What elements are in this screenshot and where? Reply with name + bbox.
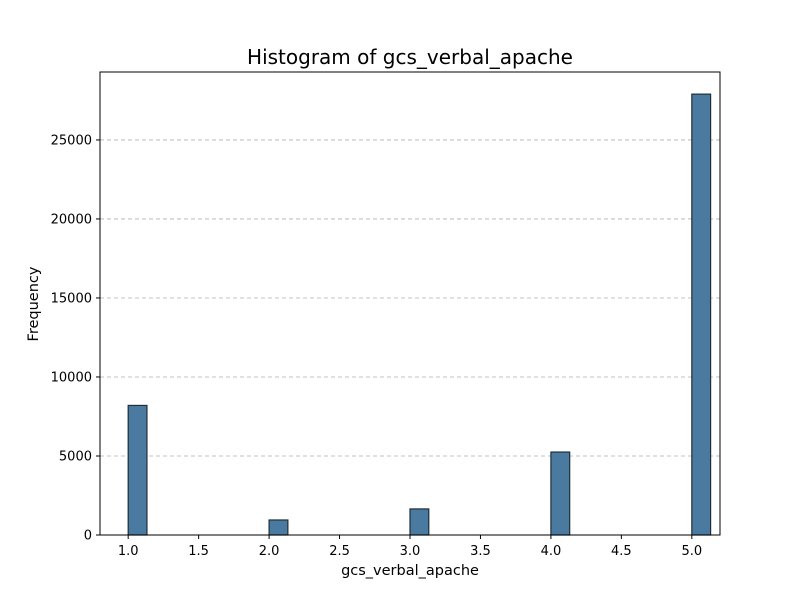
y-tick-label-0: 0 bbox=[84, 529, 92, 544]
x-tick-label-7: 4.5 bbox=[611, 544, 632, 559]
y-axis-ticks: 0 5000 10000 15000 20000 25000 bbox=[51, 133, 100, 544]
y-tick-label-1: 5000 bbox=[59, 449, 92, 464]
histogram-bars bbox=[127, 93, 712, 536]
x-axis-label: gcs_verbal_apache bbox=[341, 563, 479, 579]
histogram-bar-3 bbox=[550, 451, 571, 536]
histogram-bar-0 bbox=[127, 404, 148, 536]
x-tick-label-1: 1.5 bbox=[188, 544, 209, 559]
histogram-bar-1 bbox=[268, 519, 289, 536]
x-axis-ticks: 1.0 1.5 2.0 2.5 3.0 3.5 4.0 4.5 5.0 bbox=[118, 535, 702, 559]
x-tick-label-6: 4.0 bbox=[541, 544, 562, 559]
x-tick-label-0: 1.0 bbox=[118, 544, 139, 559]
x-tick-label-4: 3.0 bbox=[400, 544, 421, 559]
y-axis-label: Frequency bbox=[26, 266, 42, 341]
x-tick-label-3: 2.5 bbox=[329, 544, 350, 559]
histogram-bar-2 bbox=[409, 508, 430, 536]
chart-title: Histogram of gcs_verbal_apache bbox=[247, 45, 573, 69]
y-tick-label-2: 10000 bbox=[51, 370, 92, 385]
histogram-bar-4 bbox=[691, 93, 712, 536]
x-tick-label-5: 3.5 bbox=[470, 544, 491, 559]
y-tick-label-4: 20000 bbox=[51, 212, 92, 227]
plot-frame bbox=[99, 71, 721, 536]
y-tick-label-5: 25000 bbox=[51, 133, 92, 148]
grid-lines bbox=[100, 139, 720, 457]
y-tick-label-3: 15000 bbox=[51, 291, 92, 306]
x-tick-label-8: 5.0 bbox=[681, 544, 702, 559]
x-tick-label-2: 2.0 bbox=[259, 544, 280, 559]
